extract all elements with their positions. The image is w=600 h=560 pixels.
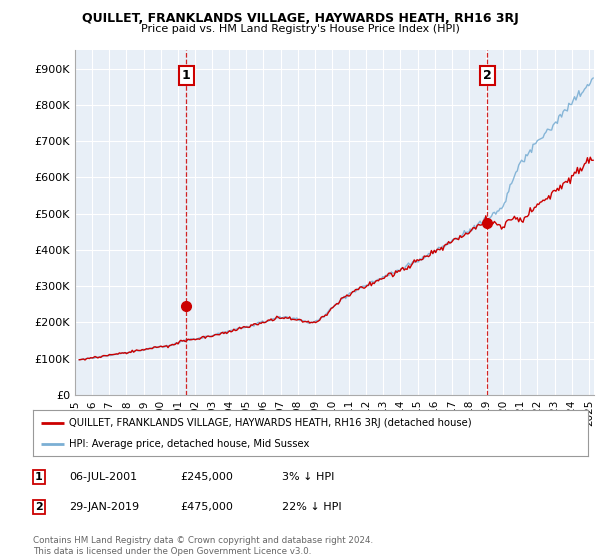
- Text: £475,000: £475,000: [180, 502, 233, 512]
- Text: HPI: Average price, detached house, Mid Sussex: HPI: Average price, detached house, Mid …: [69, 439, 310, 449]
- Text: 29-JAN-2019: 29-JAN-2019: [69, 502, 139, 512]
- Text: 1: 1: [182, 69, 191, 82]
- Text: Contains HM Land Registry data © Crown copyright and database right 2024.
This d: Contains HM Land Registry data © Crown c…: [33, 536, 373, 556]
- Text: QUILLET, FRANKLANDS VILLAGE, HAYWARDS HEATH, RH16 3RJ (detached house): QUILLET, FRANKLANDS VILLAGE, HAYWARDS HE…: [69, 418, 472, 428]
- Text: 3% ↓ HPI: 3% ↓ HPI: [282, 472, 334, 482]
- Text: 06-JUL-2001: 06-JUL-2001: [69, 472, 137, 482]
- Text: 1: 1: [35, 472, 43, 482]
- Text: QUILLET, FRANKLANDS VILLAGE, HAYWARDS HEATH, RH16 3RJ: QUILLET, FRANKLANDS VILLAGE, HAYWARDS HE…: [82, 12, 518, 25]
- Text: 2: 2: [483, 69, 492, 82]
- Text: 2: 2: [35, 502, 43, 512]
- Text: £245,000: £245,000: [180, 472, 233, 482]
- Text: 22% ↓ HPI: 22% ↓ HPI: [282, 502, 341, 512]
- Text: Price paid vs. HM Land Registry's House Price Index (HPI): Price paid vs. HM Land Registry's House …: [140, 24, 460, 34]
